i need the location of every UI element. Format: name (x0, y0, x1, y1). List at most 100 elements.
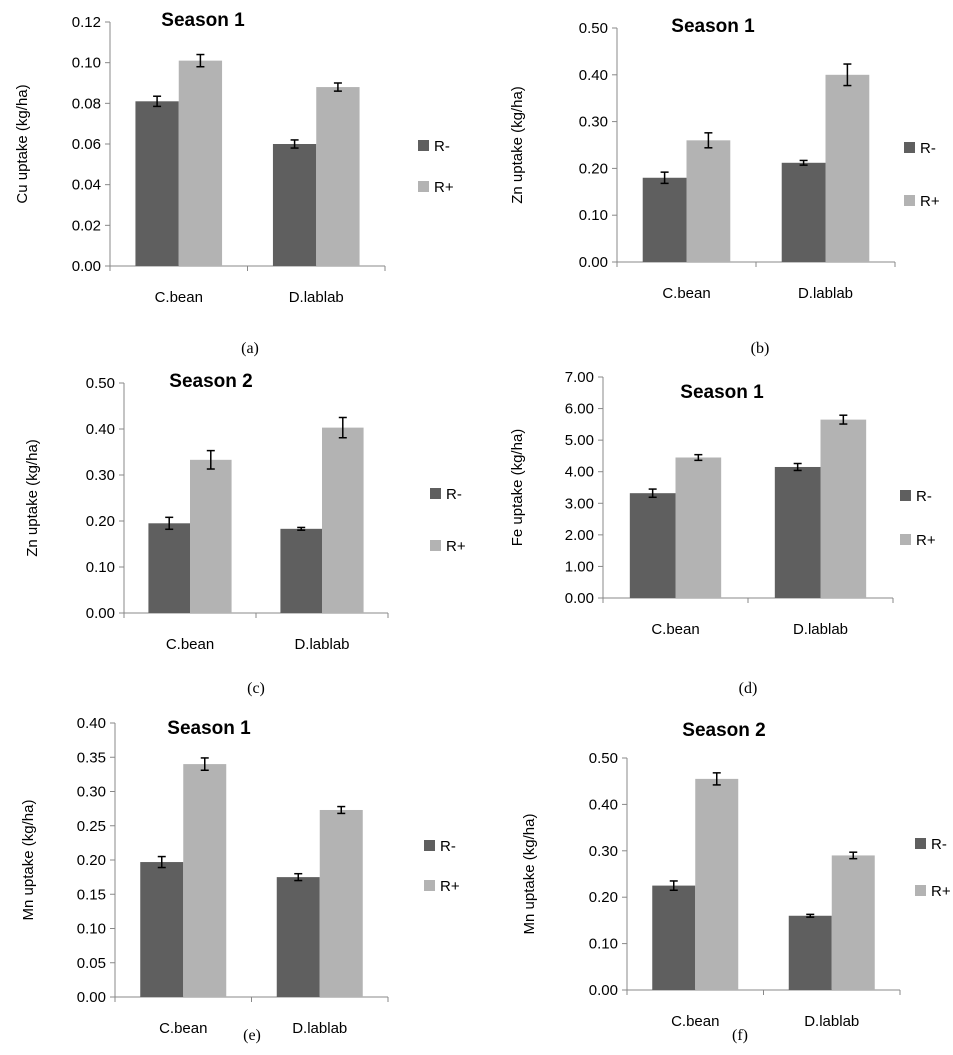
bar-r-minus-d-lablab (272, 144, 317, 266)
legend-swatch (430, 540, 441, 551)
legend-swatch (418, 181, 429, 192)
panel-caption: (b) (751, 340, 770, 357)
y-tick-label: 3.00 (565, 495, 594, 512)
legend-label: R+ (434, 179, 454, 196)
x-category-label: D.lablab (804, 1013, 859, 1030)
y-axis-label: Mn uptake (kg/ha) (521, 814, 538, 935)
bar-r-minus-c-bean (652, 885, 696, 990)
panel-caption: (e) (243, 1027, 261, 1044)
chart-title: Season 1 (671, 16, 755, 37)
y-tick-label: 0.20 (86, 513, 115, 530)
bar-r-minus-c-bean (148, 523, 190, 613)
chart-panel-2: 0.00 0.10 0.20 0.30 0.40 0.50 C.bean D.lablab Se… (509, 16, 940, 357)
y-tick-label: 0.50 (86, 375, 115, 392)
y-tick-label: 0.15 (77, 886, 106, 903)
panel-caption: (d) (739, 680, 758, 697)
bar-r-plus-c-bean (190, 459, 232, 613)
bar-r-minus-d-lablab (788, 915, 832, 990)
chart-panel-4: 0.00 1.00 2.00 3.00 4.00 5.00 6.00 7.00 C.bean D.… (509, 369, 936, 697)
legend-swatch (904, 195, 915, 206)
legend: R- R+ (430, 486, 466, 555)
y-tick-label: 0.00 (565, 590, 594, 607)
y-tick-label: 6.00 (565, 401, 594, 418)
y-axis-label: Mn uptake (kg/ha) (20, 800, 37, 921)
legend-label: R+ (440, 878, 460, 895)
bar-r-minus-d-lablab (774, 466, 821, 598)
panel-caption: (a) (241, 340, 259, 357)
legend-label: R+ (446, 538, 466, 555)
y-tick-label: 0.10 (86, 559, 115, 576)
legend-swatch (904, 142, 915, 153)
y-tick-label: 0.00 (72, 258, 101, 275)
chart-title: Season 1 (167, 718, 251, 739)
x-category-label: C.bean (155, 289, 203, 306)
legend: R- R+ (900, 488, 936, 549)
legend-label: R+ (916, 532, 936, 549)
legend-swatch (900, 490, 911, 501)
bar-r-plus-c-bean (183, 764, 227, 997)
y-tick-label: 0.00 (86, 605, 115, 622)
y-tick-label: 0.20 (579, 160, 608, 177)
x-category-label: C.bean (671, 1013, 719, 1030)
y-tick-label: 0.40 (589, 796, 618, 813)
chart-title: Season 2 (682, 720, 765, 741)
y-tick-label: 4.00 (565, 464, 594, 481)
y-axis-label: Fe uptake (kg/ha) (509, 429, 526, 547)
bar-r-minus-c-bean (140, 862, 184, 997)
x-category-label: D.lablab (289, 289, 344, 306)
y-tick-label: 0.04 (72, 177, 101, 194)
panel-caption: (c) (247, 680, 265, 697)
legend-label: R- (434, 138, 450, 155)
legend-label: R+ (920, 193, 940, 210)
x-category-label: D.lablab (292, 1020, 347, 1037)
bar-r-minus-c-bean (642, 177, 687, 262)
legend-swatch (430, 488, 441, 499)
y-tick-label: 0.10 (589, 936, 618, 953)
y-tick-label: 0.20 (77, 852, 106, 869)
x-category-label: C.bean (662, 285, 710, 302)
y-tick-label: 0.02 (72, 217, 101, 234)
bar-r-plus-c-bean (675, 457, 722, 598)
legend-label: R- (920, 140, 936, 157)
chart-panel-5: 0.00 0.05 0.10 0.15 0.20 0.25 0.30 0.35 0.40 C.be… (20, 715, 460, 1044)
legend-swatch (900, 534, 911, 545)
bar-r-plus-c-bean (695, 778, 739, 990)
legend: R- R+ (424, 838, 460, 895)
y-tick-label: 0.12 (72, 14, 101, 31)
y-axis-label: Cu uptake (kg/ha) (14, 84, 31, 203)
legend: R- R+ (915, 836, 951, 900)
x-category-label: C.bean (651, 621, 699, 638)
legend: R- R+ (418, 138, 454, 196)
chart-title: Season 2 (169, 371, 252, 392)
chart-title: Season 1 (680, 382, 764, 403)
legend-swatch (915, 885, 926, 896)
bar-r-plus-d-lablab (825, 74, 870, 262)
bar-r-minus-d-lablab (276, 877, 320, 997)
bar-r-plus-c-bean (178, 60, 223, 267)
y-tick-label: 7.00 (565, 369, 594, 386)
y-tick-label: 2.00 (565, 527, 594, 544)
x-category-label: D.lablab (798, 285, 853, 302)
y-tick-label: 0.20 (589, 889, 618, 906)
y-tick-label: 0.40 (579, 67, 608, 84)
y-tick-label: 0.40 (77, 715, 106, 732)
y-tick-label: 0.30 (589, 843, 618, 860)
y-tick-label: 0.50 (579, 20, 608, 37)
panel-caption: (f) (732, 1027, 748, 1044)
y-tick-label: 0.25 (77, 818, 106, 835)
y-tick-label: 0.40 (86, 421, 115, 438)
y-tick-label: 0.30 (86, 467, 115, 484)
chart-panel-6: 0.00 0.10 0.20 0.30 0.40 0.50 C.bean D.lablab Se… (521, 720, 951, 1044)
bar-r-plus-d-lablab (316, 87, 360, 266)
y-tick-label: 0.30 (77, 784, 106, 801)
legend-label: R- (446, 486, 462, 503)
y-tick-label: 0.00 (579, 254, 608, 271)
y-tick-label: 0.06 (72, 136, 101, 153)
legend-label: R- (440, 838, 456, 855)
bar-r-minus-d-lablab (781, 162, 826, 262)
chart-panel-3: 0.00 0.10 0.20 0.30 0.40 0.50 C.bean D.lablab Se… (24, 371, 466, 697)
bar-r-minus-c-bean (629, 493, 676, 598)
bar-r-plus-d-lablab (322, 427, 364, 613)
legend: R- R+ (904, 140, 940, 210)
